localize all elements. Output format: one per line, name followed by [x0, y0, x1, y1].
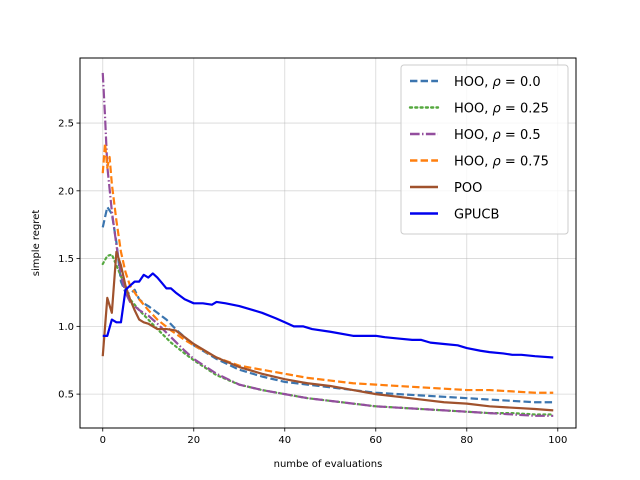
y-tick-label: 1.5: [58, 254, 74, 265]
legend-label: HOO, ρ = 0.0: [454, 75, 541, 90]
x-axis-label: numbe of evaluations: [274, 459, 383, 470]
legend-label: HOO, ρ = 0.75: [454, 155, 549, 170]
y-tick-label: 2.5: [58, 119, 74, 130]
x-axis-ticks: 0 20 40 60 80 100: [100, 428, 567, 446]
y-axis-label: simple regret: [31, 210, 42, 277]
x-tick-label: 20: [187, 435, 200, 446]
legend: HOO, ρ = 0.0 HOO, ρ = 0.25 HOO, ρ = 0.5 HOO…: [400, 64, 569, 235]
y-tick-label: 2.0: [58, 186, 74, 197]
y-tick-label: 1.0: [58, 322, 74, 333]
x-tick-label: 40: [278, 435, 291, 446]
legend-label: HOO, ρ = 0.5: [454, 128, 541, 143]
legend-label: POO: [454, 181, 482, 196]
x-tick-label: 0: [100, 435, 106, 446]
plot-frame: [79, 57, 577, 429]
x-tick-label: 60: [369, 435, 382, 446]
x-tick-label: 80: [460, 435, 473, 446]
legend-box: [400, 64, 569, 235]
legend-label: GPUCB: [454, 208, 499, 223]
x-tick-label: 100: [548, 435, 567, 446]
y-axis-ticks: 0.5 1.0 1.5 2.0 2.5: [58, 119, 80, 401]
series-group: [101, 72, 555, 417]
legend-label: HOO, ρ = 0.25: [454, 102, 549, 117]
y-tick-label: 0.5: [58, 390, 74, 401]
series-line-6: [102, 272, 554, 359]
series-line-3: [101, 72, 554, 417]
